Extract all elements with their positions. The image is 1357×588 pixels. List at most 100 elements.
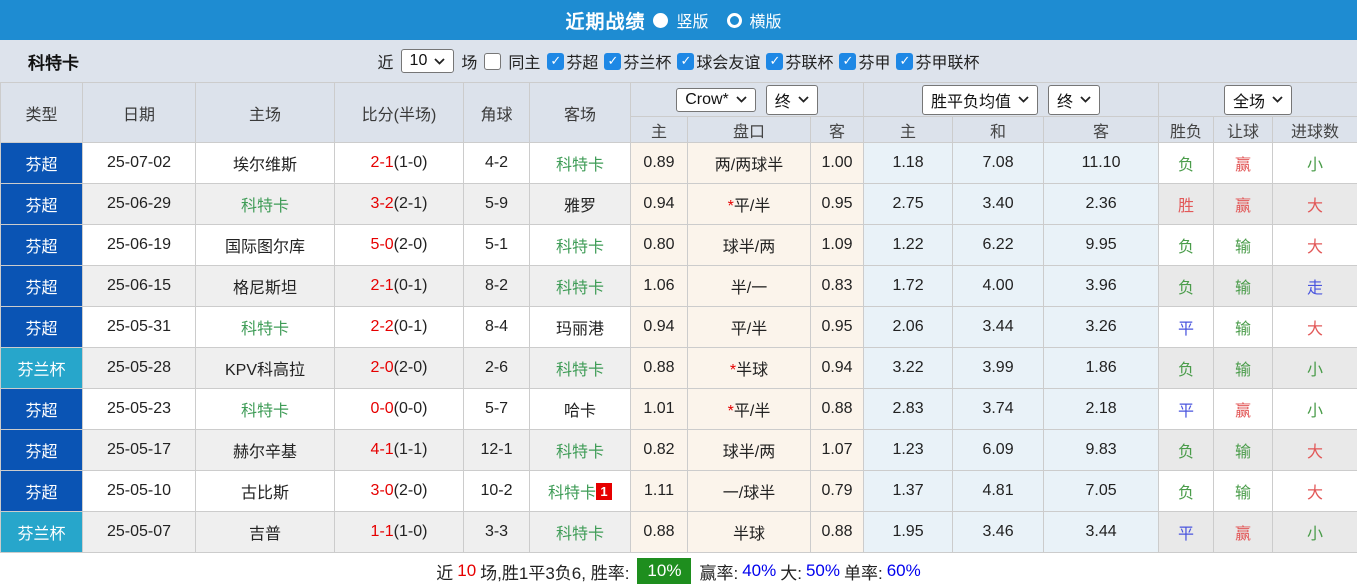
away-team-cell: 玛丽港 — [529, 306, 631, 348]
league-filter-item[interactable]: ✓ 芬联杯 — [766, 49, 833, 73]
radio-horizontal-label[interactable]: 横版 — [749, 14, 782, 31]
goals-cell: 大 — [1272, 183, 1357, 225]
goals-cell: 小 — [1272, 347, 1357, 389]
star-marker: * — [727, 403, 734, 420]
league-filter-item[interactable]: ✓ 芬兰杯 — [604, 49, 671, 73]
bookmaker-dropdown-value: Crow* — [685, 90, 729, 108]
same-venue-label[interactable]: 同主 — [508, 55, 541, 72]
col-type: 类型 — [0, 82, 83, 143]
col-corner: 角球 — [463, 82, 530, 143]
outcome-cell: 负 — [1158, 142, 1215, 184]
handicap-value: 半/一 — [730, 280, 768, 297]
avg-lose-cell: 3.44 — [1043, 511, 1160, 553]
avg-type-dropdown-value: 胜平负均值 — [931, 93, 1012, 111]
away-odds-cell: 1.09 — [809, 224, 865, 266]
fulltime-score: 0-0 — [370, 400, 394, 417]
league-cell: 芬超 — [0, 183, 83, 225]
handicap-value: 两/两球半 — [714, 157, 784, 174]
checkbox-checked-icon[interactable]: ✓ — [677, 52, 695, 70]
score-cell: 2-1(1-0) — [334, 142, 464, 184]
handicap-result-cell: 输 — [1213, 265, 1274, 307]
away-team: 雅罗 — [563, 198, 596, 215]
away-team-cell: 科特卡 1 — [529, 470, 631, 512]
home-odds-cell: 0.88 — [630, 511, 688, 553]
away-team-cell: 科特卡 — [529, 142, 631, 184]
home-team: 格尼斯坦 — [232, 280, 297, 297]
corner-cell: 3-3 — [463, 511, 530, 553]
corner-cell: 5-1 — [463, 224, 530, 266]
away-odds-cell: 1.00 — [809, 142, 865, 184]
handicap-rate-value: 40% — [742, 561, 777, 580]
avg-win-cell: 2.06 — [863, 306, 954, 348]
topbar: 近期战绩 竖版 横版 — [0, 0, 1357, 40]
col-score: 比分(半场) — [334, 82, 464, 143]
away-team: 科特卡 — [555, 362, 604, 379]
league-cell: 芬超 — [0, 224, 83, 266]
single-rate-value: 60% — [886, 561, 921, 580]
match-count-dropdown[interactable]: 10 — [400, 49, 455, 73]
fulltime-score: 3-0 — [370, 482, 394, 499]
radio-vertical-selected-icon[interactable] — [653, 12, 669, 28]
corner-cell: 12-1 — [463, 429, 530, 471]
radio-horizontal-icon[interactable] — [726, 12, 742, 28]
checkbox-checked-icon[interactable]: ✓ — [766, 52, 784, 70]
outcome-cell: 平 — [1158, 388, 1215, 430]
table-row: 芬兰杯 25-05-28 KPV科高拉 2-0(2-0) 2-6 科特卡 0.88 *半球 0.… — [0, 347, 1357, 389]
summary-footer: 近 10 场,胜1平3负6, 胜率: 10% 赢率: 40% 大: 50% 单率: 60% — [0, 553, 1357, 588]
avg-lose-cell: 7.05 — [1043, 470, 1160, 512]
table-row: 芬超 25-06-29 科特卡 3-2(2-1) 5-9 雅罗 0.94 *平/半 0.95 2.… — [0, 183, 1357, 225]
win-rate-badge: 10% — [637, 558, 692, 584]
handicap-cell: *平/半 — [687, 388, 811, 430]
league-filter-label: 芬超 — [566, 55, 599, 72]
avg-win-cell: 1.72 — [863, 265, 954, 307]
checkbox-checked-icon[interactable]: ✓ — [604, 52, 622, 70]
corner-cell: 8-4 — [463, 306, 530, 348]
checkbox-checked-icon[interactable]: ✓ — [896, 52, 914, 70]
outcome-cell: 平 — [1158, 511, 1215, 553]
away-odds-cell: 0.88 — [809, 511, 865, 553]
avg-state-dropdown[interactable]: 终 — [1048, 84, 1101, 115]
home-team-cell: 国际图尔库 — [195, 224, 335, 266]
away-team-cell: 科特卡 — [529, 511, 631, 553]
near-label: 近 — [377, 55, 394, 72]
corner-cell: 8-2 — [463, 265, 530, 307]
radio-vertical-label[interactable]: 竖版 — [676, 14, 709, 31]
league-filter-item[interactable]: ✓ 球会友谊 — [677, 49, 760, 73]
fulltime-score: 3-2 — [370, 195, 394, 212]
avg-type-dropdown[interactable]: 胜平负均值 — [922, 84, 1039, 115]
col-home: 主场 — [195, 82, 335, 143]
chevron-down-icon — [434, 57, 445, 65]
halftime-score: (2-0) — [393, 482, 428, 499]
table-row: 芬超 25-05-23 科特卡 0-0(0-0) 5-7 哈卡 1.01 *平/半 0.88 2.… — [0, 388, 1357, 430]
summary-record: 场,胜1平3负6, 胜率: — [480, 563, 630, 583]
league-filter-item[interactable]: ✓ 芬甲 — [839, 49, 890, 73]
date-cell: 25-05-17 — [82, 429, 196, 471]
home-team-cell: KPV科高拉 — [195, 347, 335, 389]
date-cell: 25-05-07 — [82, 511, 196, 553]
red-card-badge: 1 — [596, 483, 612, 500]
avg-win-cell: 1.37 — [863, 470, 954, 512]
fulltime-score: 2-1 — [370, 154, 394, 171]
chevron-down-icon — [1018, 96, 1029, 103]
odds-state-dropdown[interactable]: 终 — [765, 84, 818, 115]
avg-lose-cell: 3.96 — [1043, 265, 1160, 307]
handicap-cell: *半球 — [687, 347, 811, 389]
home-team-cell: 古比斯 — [195, 470, 335, 512]
league-filter-item[interactable]: ✓ 芬超 — [547, 49, 598, 73]
goals-cell: 小 — [1272, 388, 1357, 430]
table-row: 芬超 25-05-31 科特卡 2-2(0-1) 8-4 玛丽港 0.94 平/半 0.95 2.… — [0, 306, 1357, 348]
league-filter-item[interactable]: ✓ 芬甲联杯 — [896, 49, 979, 73]
checkbox-checked-icon[interactable]: ✓ — [547, 52, 565, 70]
checkbox-checked-icon[interactable]: ✓ — [839, 52, 857, 70]
home-team-cell: 格尼斯坦 — [195, 265, 335, 307]
score-cell: 1-1(1-0) — [334, 511, 464, 553]
avg-win-cell: 1.23 — [863, 429, 954, 471]
goals-cell: 大 — [1272, 306, 1357, 348]
home-team: 国际图尔库 — [224, 239, 305, 256]
same-venue-checkbox[interactable] — [484, 52, 502, 70]
home-team-cell: 科特卡 — [195, 306, 335, 348]
away-odds-cell: 0.88 — [809, 388, 865, 430]
chevron-down-icon — [736, 96, 747, 103]
period-dropdown[interactable]: 全场 — [1224, 84, 1293, 115]
bookmaker-dropdown[interactable]: Crow* — [676, 87, 756, 112]
